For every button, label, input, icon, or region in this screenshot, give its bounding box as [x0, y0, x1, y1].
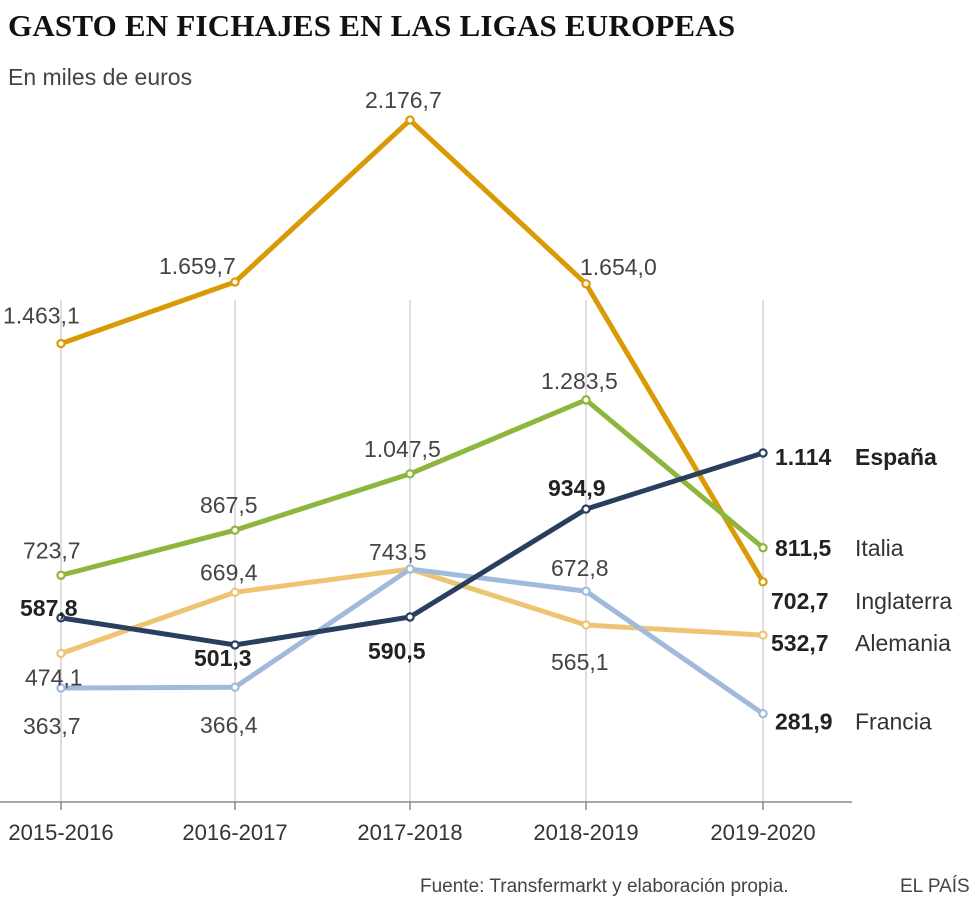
x-tick-label: 2019-2020 [710, 820, 815, 845]
data-label-italia: 1.047,5 [364, 436, 441, 462]
legend-label-francia: Francia [855, 709, 932, 735]
legend-label-italia: Italia [855, 535, 904, 561]
data-point-inglaterra [56, 338, 66, 349]
data-label-espana: 1.114 [775, 444, 831, 470]
data-label-espana: 501,3 [194, 645, 252, 671]
data-label-inglaterra: 1.654,0 [580, 254, 657, 280]
legend-label-espana: España [855, 444, 937, 470]
x-tick-label: 2016-2017 [182, 820, 287, 845]
data-point-inglaterra [581, 279, 591, 289]
data-label-espana: 590,5 [368, 638, 426, 664]
data-label-italia: 1.283,5 [541, 368, 618, 394]
data-label-espana: 934,9 [548, 475, 606, 501]
x-tick-label: 2017-2018 [357, 820, 462, 845]
data-point-espana [758, 448, 768, 458]
legend: Inglaterra Italia Alemania Francia España [855, 444, 952, 735]
data-label-italia: 867,5 [200, 492, 258, 518]
series-points [56, 115, 768, 719]
data-point-inglaterra [758, 577, 768, 587]
data-point-espana [405, 612, 415, 622]
series-line-inglaterra [58, 117, 766, 585]
data-point-alemania [56, 648, 66, 659]
legend-label-alemania: Alemania [855, 630, 951, 656]
data-point-francia [230, 682, 240, 692]
data-point-inglaterra [405, 115, 415, 125]
data-label-inglaterra: 1.659,7 [159, 253, 236, 279]
data-label-italia: 723,7 [23, 537, 81, 563]
data-point-francia [405, 564, 415, 574]
chart-title: GASTO EN FICHAJES EN LAS LIGAS EUROPEAS [8, 8, 736, 43]
x-tick-label: 2015-2016 [8, 820, 113, 845]
data-point-italia [230, 525, 240, 535]
data-point-italia [56, 570, 66, 580]
data-label-alemania: 669,4 [200, 559, 258, 585]
brand-logo-text: EL PAÍS [900, 876, 970, 897]
data-point-espana [581, 504, 591, 514]
data-label-francia: 366,4 [200, 712, 258, 738]
data-label-inglaterra: 1.463,1 [3, 303, 80, 329]
data-point-italia [405, 469, 415, 479]
data-point-italia [581, 395, 591, 405]
data-point-alemania [758, 630, 768, 640]
data-point-francia [581, 586, 591, 596]
data-point-francia [56, 683, 66, 693]
legend-label-inglaterra: Inglaterra [855, 588, 952, 614]
data-point-francia [758, 708, 768, 719]
x-tick-label: 2018-2019 [533, 820, 638, 845]
data-label-alemania: 474,1 [25, 664, 83, 690]
data-point-alemania [230, 587, 240, 597]
data-label-alemania: 565,1 [551, 649, 609, 675]
data-point-alemania [581, 620, 591, 630]
data-point-espana [56, 613, 66, 623]
data-labels: 1.463,1 1.659,7 2.176,7 1.654,0 702,7 723,7 86… [3, 87, 833, 739]
data-label-inglaterra: 702,7 [771, 588, 829, 614]
data-point-espana [230, 640, 240, 650]
data-label-inglaterra: 2.176,7 [365, 87, 442, 113]
data-label-francia: 672,8 [551, 555, 609, 581]
data-label-francia: 363,7 [23, 713, 81, 739]
data-label-francia: 743,5 [369, 539, 427, 565]
source-note: Fuente: Transfermarkt y elaboración prop… [420, 876, 789, 897]
data-label-italia: 811,5 [775, 535, 831, 561]
data-label-alemania: 532,7 [771, 630, 829, 656]
x-axis-ticks: 2015-2016 2016-2017 2017-2018 2018-2019 2019… [8, 802, 816, 845]
data-point-inglaterra [230, 277, 240, 287]
series-lines [58, 117, 766, 717]
data-point-italia [758, 543, 768, 553]
data-label-espana: 587,8 [20, 595, 78, 621]
data-label-francia: 281,9 [775, 709, 833, 735]
chart-subtitle: En miles de euros [8, 64, 193, 90]
